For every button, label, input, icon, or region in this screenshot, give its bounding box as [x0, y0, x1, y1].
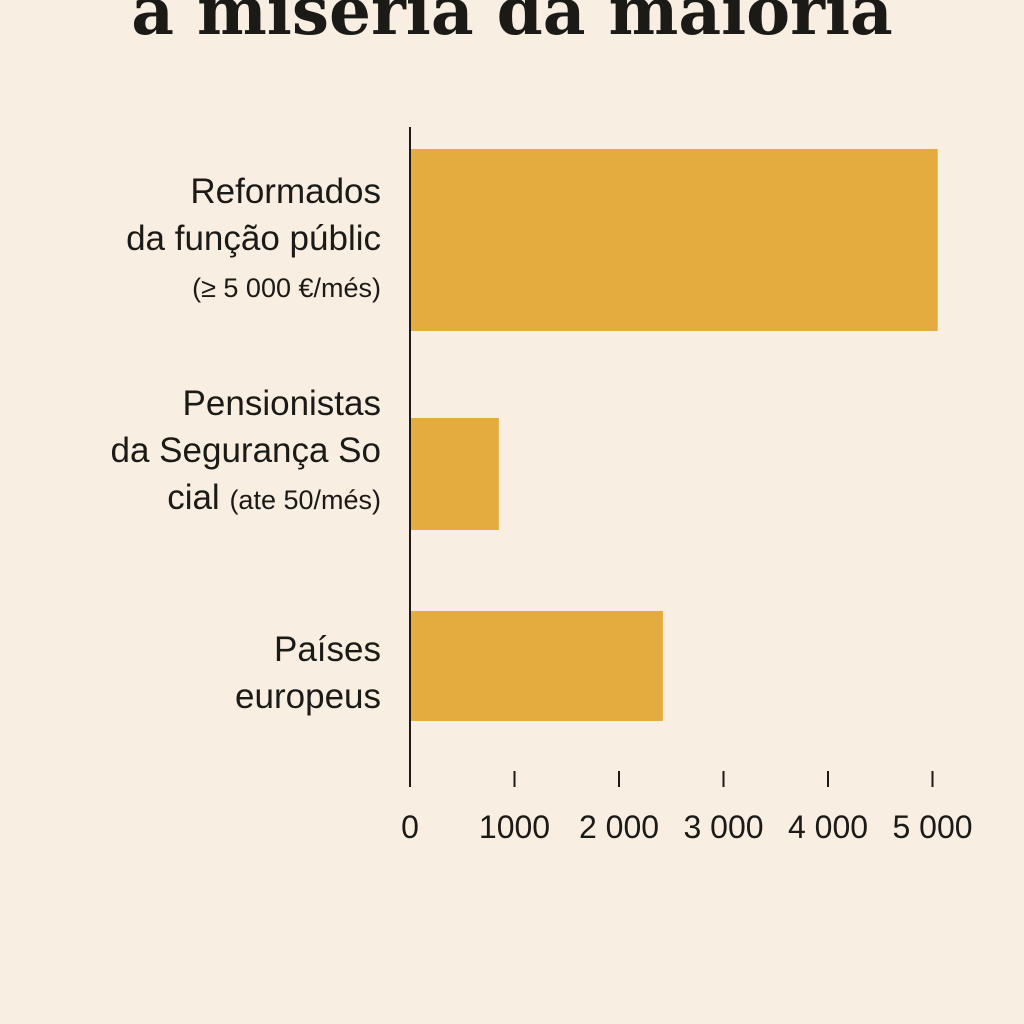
chart-title: a miséria da maioria	[131, 0, 893, 50]
bar-3	[410, 611, 663, 721]
category-label-2: Pensionistas	[183, 384, 381, 423]
bars-layer	[410, 149, 938, 721]
x-tick-label: 3 000	[683, 809, 763, 845]
bar-1	[410, 149, 938, 331]
bar-2	[410, 418, 499, 530]
x-tick-label: 5 000	[892, 809, 972, 845]
x-tick-label: 0	[401, 809, 419, 845]
category-label-1: da função públic	[126, 219, 381, 258]
category-label-3: europeus	[235, 677, 381, 716]
category-label-1: Reformados	[190, 172, 381, 211]
labels-layer: 0 1000 2 000 3 000 4 000 5 000 Reformados da fu…	[111, 172, 973, 845]
category-label-1: (≥ 5 000 €/més)	[192, 273, 381, 303]
axes-layer	[409, 127, 934, 787]
category-label-2: da Segurança So	[111, 431, 381, 470]
x-tick-label: 2 000	[579, 809, 659, 845]
category-label-2: cial (ate 50/més)	[167, 478, 381, 517]
x-tick-label: 4 000	[788, 809, 868, 845]
x-tick-label: 1000	[479, 809, 550, 845]
category-label-3: Países	[274, 630, 381, 669]
